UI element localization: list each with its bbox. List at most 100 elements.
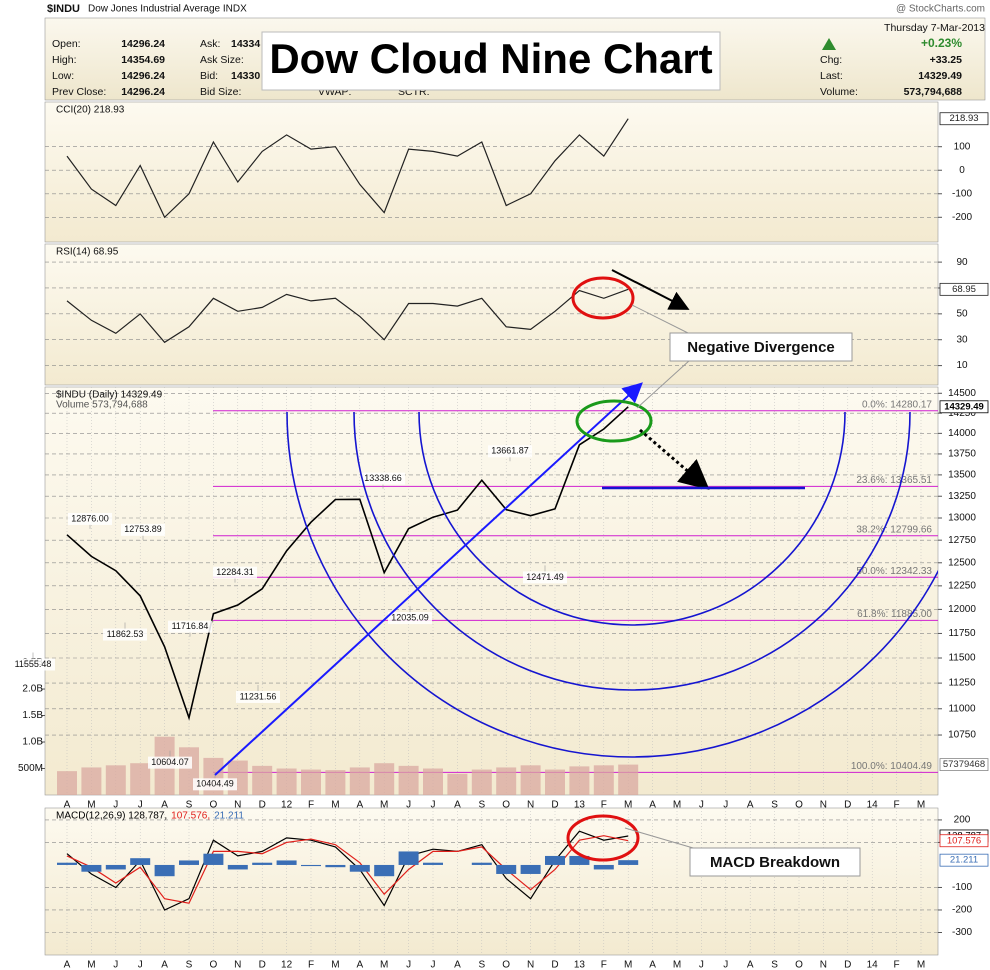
price-label-box — [236, 690, 280, 703]
price-label-box — [168, 620, 212, 633]
callout-box — [689, 847, 861, 877]
x-tick-label: F — [894, 960, 900, 970]
bar — [423, 862, 443, 865]
bar — [545, 855, 565, 865]
bar — [325, 770, 346, 795]
x-tick-label: J — [406, 960, 411, 970]
x-tick-label: O — [210, 800, 218, 811]
field-label: High: — [52, 54, 77, 66]
x-tick-label: A — [649, 960, 656, 970]
series-line — [66, 835, 629, 904]
x-tick-label: A — [356, 800, 363, 811]
y2-tick-label: 1.5B — [22, 710, 43, 721]
price-label: 10604.07 — [151, 757, 189, 767]
legend-entry: Volume 573,794,688 — [56, 400, 148, 411]
bar — [276, 768, 297, 795]
y-tick-label: -300 — [952, 927, 972, 938]
field-label: Prev Close: — [52, 86, 106, 98]
bar — [447, 773, 468, 795]
callout-line — [636, 359, 691, 409]
x-tick-label: M — [624, 960, 632, 970]
chart-title: Dow Cloud Nine Chart — [269, 35, 712, 82]
panel-title: $INDU (Daily) 14329.49 — [56, 390, 163, 401]
rsi-panel — [44, 243, 939, 386]
field-label: Low: — [52, 70, 74, 82]
x-tick-label: O — [795, 800, 803, 811]
cci-panel — [44, 101, 939, 243]
y-tick-label: 100 — [954, 141, 971, 152]
x-tick-label: 13 — [574, 800, 586, 811]
y-tick-label: 11500 — [948, 653, 976, 664]
symbol-name: Dow Jones Industrial Average INDX — [88, 4, 247, 15]
x-tick-label: A — [161, 960, 168, 970]
y-tick-label: 14500 — [948, 388, 976, 399]
x-tick-label: A — [747, 800, 754, 811]
bar — [398, 851, 419, 865]
change-pct: +0.23% — [921, 36, 962, 50]
x-tick-label: N — [234, 800, 241, 811]
fib-label: 38.2%: 12799.66 — [856, 524, 932, 535]
x-tick-label: F — [601, 800, 607, 811]
x-tick-label: 14 — [867, 800, 879, 811]
field-value: 14329.49 — [918, 70, 962, 82]
bar — [130, 858, 151, 865]
fib-label: 50.0%: 12342.33 — [856, 566, 932, 577]
bar — [81, 864, 102, 872]
arc — [286, 411, 938, 758]
y-tick-label: 30 — [956, 334, 968, 345]
field-value: 14354.69 — [121, 54, 165, 66]
x-tick-label: F — [601, 960, 607, 970]
price-label: 12753.89 — [124, 524, 162, 534]
x-tick-label: D — [259, 960, 266, 970]
x-tick-label: N — [234, 960, 241, 970]
bar — [301, 769, 321, 795]
x-tick-label: M — [331, 960, 339, 970]
bar — [374, 864, 395, 877]
price-label-box — [11, 658, 55, 671]
fib-arcs — [286, 411, 938, 758]
value-label: 107.576 — [947, 835, 981, 846]
bar — [81, 767, 102, 795]
x-tick-label: M — [673, 960, 681, 970]
bar — [105, 864, 126, 870]
bar — [618, 764, 639, 795]
date: Thursday 7-Mar-2013 — [884, 22, 985, 34]
bar — [276, 860, 297, 865]
x-tick-label: J — [113, 960, 118, 970]
y2-tick-label: 1.0B — [22, 737, 43, 748]
x-tick-label: A — [64, 960, 71, 970]
x-tick-label: S — [186, 800, 193, 811]
x-tick-label: J — [699, 960, 704, 970]
value-label: 68.95 — [952, 284, 976, 295]
x-tick-label: S — [771, 800, 778, 811]
x-tick-label: N — [527, 960, 534, 970]
bar — [496, 864, 517, 874]
x-tick-label: F — [308, 800, 314, 811]
y-tick-label: 90 — [956, 257, 968, 268]
price-label: 12471.49 — [526, 572, 564, 582]
x-tick-label: A — [649, 800, 656, 811]
x-tick-label: A — [454, 800, 461, 811]
y-tick-label: 14000 — [948, 428, 976, 439]
field-value: 14330 — [231, 70, 260, 82]
fib-label: 61.8%: 11885.00 — [857, 609, 932, 620]
bar — [471, 769, 492, 795]
x-tick-label: D — [551, 800, 558, 811]
field-value: 14296.24 — [121, 38, 165, 50]
field-label: Open: — [52, 38, 81, 50]
x-tick-label: J — [138, 800, 143, 811]
field-value: 14296.24 — [121, 86, 165, 98]
price-label: 11862.53 — [107, 629, 144, 639]
bar — [520, 864, 541, 874]
value-box — [939, 112, 989, 126]
x-tick-label: J — [138, 960, 143, 970]
price-label-box — [68, 512, 112, 525]
bar — [203, 853, 224, 865]
x-tick-label: N — [820, 800, 827, 811]
annotation: MACD Breakdown — [710, 854, 840, 871]
x-tick-label: N — [527, 800, 534, 811]
source: @ StockCharts.com — [896, 4, 985, 15]
x-tick-label: O — [210, 960, 218, 970]
y-tick-label: 11250 — [948, 678, 976, 689]
fib-label: 0.0%: 14280.17 — [862, 399, 932, 410]
